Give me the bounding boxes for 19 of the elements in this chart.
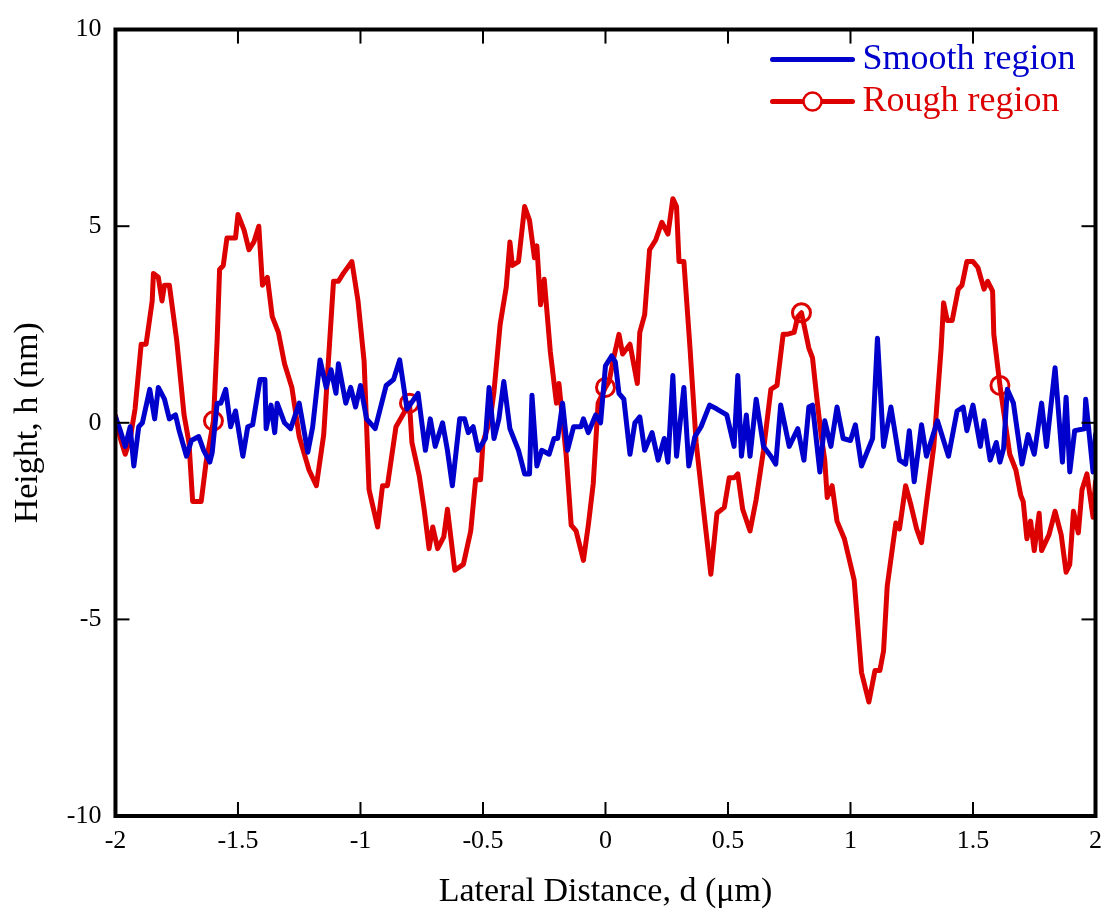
x-tick-label: -0.5 bbox=[462, 825, 504, 855]
x-axis-title: Lateral Distance, d (μm) bbox=[438, 870, 773, 909]
legend-label: Rough region bbox=[862, 79, 1060, 120]
x-tick-label: 1 bbox=[843, 825, 857, 855]
x-tick-label: -1 bbox=[349, 825, 372, 855]
y-tick-label: -10 bbox=[66, 799, 102, 829]
x-tick-label: 2 bbox=[1089, 825, 1102, 855]
point bbox=[790, 302, 812, 324]
y-tick-label: 0 bbox=[88, 406, 102, 436]
legend-label: Smooth region bbox=[862, 37, 1076, 78]
x-tick-label: 0 bbox=[598, 825, 612, 855]
y-tick-label: 5 bbox=[88, 210, 102, 240]
y-tick-label: -5 bbox=[79, 603, 102, 633]
x-tick-label: 0.5 bbox=[711, 825, 745, 855]
x-tick-label: -2 bbox=[104, 825, 127, 855]
y-axis-title: Height, h (nm) bbox=[7, 322, 46, 524]
x-tick-label: 1.5 bbox=[956, 825, 990, 855]
x-tick-label: -1.5 bbox=[217, 825, 259, 855]
y-tick-label: 10 bbox=[75, 13, 102, 43]
